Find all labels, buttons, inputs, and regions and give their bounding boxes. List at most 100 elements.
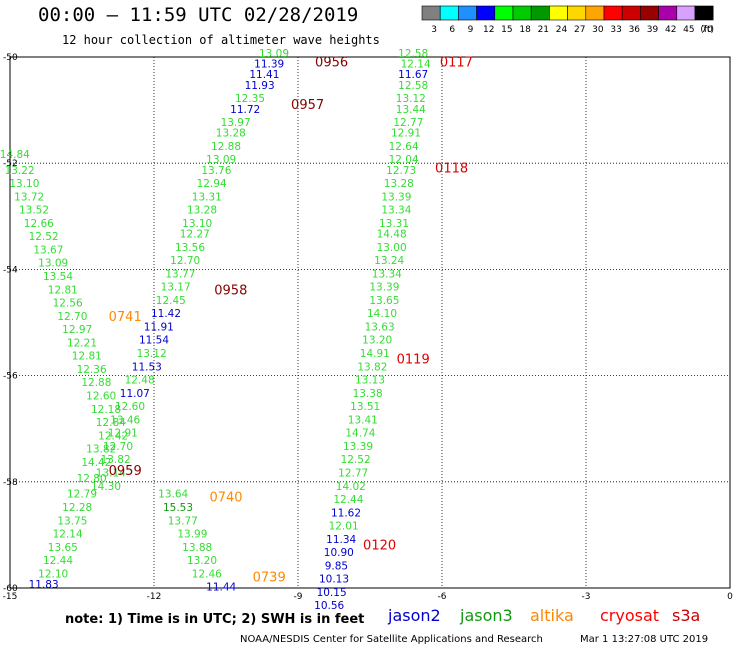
- swh-value: 13.65: [369, 295, 399, 307]
- footnote: note: 1) Time is in UTC; 2) SWH is in fe…: [65, 612, 365, 627]
- legend-label-33: 33: [610, 25, 621, 35]
- swh-value: 14.48: [377, 229, 407, 241]
- swh-value: 13.99: [177, 529, 207, 541]
- swh-value: 11.07: [120, 388, 150, 400]
- swh-value: 13.97: [221, 117, 251, 129]
- swh-value: 13.09: [38, 258, 68, 270]
- swh-value: 12.94: [197, 178, 227, 190]
- page-subtitle: 12 hour collection of altimeter wave hei…: [62, 33, 380, 47]
- swh-value: 12.77: [393, 117, 423, 129]
- swh-value: 12.81: [48, 284, 78, 296]
- swh-value: 12.97: [62, 324, 92, 336]
- swh-value: 13.28: [187, 205, 217, 217]
- swh-value: 13.28: [216, 128, 246, 140]
- satellite-altika: altika: [530, 606, 574, 625]
- y-tick-label: -50: [3, 53, 18, 63]
- swh-value: 12.46: [192, 568, 222, 580]
- swh-value: 13.31: [379, 218, 409, 230]
- swh-value: 13.12: [137, 348, 167, 360]
- credit-timestamp: Mar 1 13:27:08 UTC 2019: [580, 634, 709, 645]
- swh-value: 13.63: [365, 321, 395, 333]
- swh-value: 13.75: [57, 515, 87, 527]
- swh-value: 11.54: [139, 335, 169, 347]
- swh-value: 11.41: [249, 69, 279, 81]
- swh-value: 12.88: [81, 377, 111, 389]
- swh-value: 14.02: [336, 481, 366, 493]
- swh-value: 11.67: [398, 69, 428, 81]
- swh-value: 11.34: [326, 534, 356, 546]
- swh-value: 13.12: [396, 93, 426, 105]
- legend-label-9: 9: [468, 25, 474, 35]
- swh-value: 12.14: [53, 529, 83, 541]
- swh-value: 13.10: [9, 178, 39, 190]
- swh-value: 14.84: [0, 149, 30, 161]
- legend-label-21: 21: [538, 25, 549, 35]
- swh-value: 12.58: [398, 80, 428, 92]
- swh-value: 12.70: [57, 311, 87, 323]
- legend-label-36: 36: [629, 25, 641, 35]
- swh-value: 13.46: [110, 414, 140, 426]
- legend-label-39: 39: [647, 25, 659, 35]
- pass-time-label: 0741: [109, 310, 142, 325]
- swh-value: 13.82: [357, 361, 387, 373]
- swh-value: 10.90: [324, 547, 354, 559]
- y-tick-label: -54: [3, 265, 18, 275]
- swh-value: 12.91: [108, 428, 138, 440]
- swh-value: 11.83: [29, 579, 59, 591]
- legend-label-18: 18: [519, 25, 531, 35]
- pass-time-label: 0118: [435, 162, 468, 177]
- swh-value: 12.60: [115, 401, 145, 413]
- swh-value: 12.04: [389, 154, 419, 166]
- swh-value: 11.91: [144, 321, 174, 333]
- legend-label-6: 6: [449, 25, 455, 35]
- swh-value: 12.44: [333, 494, 363, 506]
- credit-text: NOAA/NESDIS Center for Satellite Applica…: [240, 634, 543, 645]
- x-tick-label: -12: [147, 592, 162, 602]
- swh-value: 13.39: [343, 441, 373, 453]
- swh-value: 13.00: [377, 242, 407, 254]
- legend-label-45: 45: [683, 25, 694, 35]
- swh-value: 13.77: [168, 515, 198, 527]
- map-frame: [9, 56, 731, 589]
- y-tick-label: -58: [3, 478, 18, 488]
- swh-value: 12.80: [77, 473, 107, 485]
- swh-value: 12.18: [91, 404, 121, 416]
- x-tick-label: -3: [582, 592, 591, 602]
- swh-value: 11.93: [245, 80, 275, 92]
- pass-time-label: 0958: [214, 284, 247, 299]
- swh-value: 13.82: [101, 454, 131, 466]
- swh-value: 12.56: [53, 298, 83, 310]
- satellite-s3a: s3a: [672, 606, 701, 625]
- swh-value: 12.45: [156, 295, 186, 307]
- swh-value: 10.15: [317, 587, 347, 599]
- swh-value: 13.10: [182, 218, 212, 230]
- pass-time-label: 0959: [109, 464, 142, 479]
- pass-time-label: 0739: [253, 570, 286, 585]
- legend-label-12: 12: [483, 25, 494, 35]
- swh-value: 12.84: [96, 417, 126, 429]
- swh-value: 13.51: [350, 401, 380, 413]
- swh-value: 14.74: [345, 428, 375, 440]
- swh-value: 13.64: [158, 489, 188, 501]
- swh-value: 10.56: [314, 600, 344, 612]
- page-title: 00:00 – 11:59 UTC 02/28/2019: [38, 4, 359, 26]
- swh-value: 14.10: [367, 308, 397, 320]
- swh-value: 10.13: [319, 574, 349, 586]
- swh-value: 14.42: [81, 457, 111, 469]
- satellite-jason2: jason2: [388, 606, 441, 625]
- swh-value: 12.52: [341, 454, 371, 466]
- swh-value: 13.77: [165, 268, 195, 280]
- swh-value: 12.14: [401, 59, 431, 71]
- swh-value: 12.21: [67, 337, 97, 349]
- swh-value: 13.39: [369, 282, 399, 294]
- y-tick-label: -52: [3, 159, 18, 169]
- swh-value: 13.39: [381, 191, 411, 203]
- x-tick-label: -6: [438, 592, 447, 602]
- swh-value: 13.22: [5, 165, 35, 177]
- swh-value: 12.10: [38, 568, 68, 580]
- swh-value: 12.64: [389, 141, 419, 153]
- swh-value: 12.77: [338, 467, 368, 479]
- swh-value: 13.67: [33, 244, 63, 256]
- swh-value: 14.30: [91, 481, 121, 493]
